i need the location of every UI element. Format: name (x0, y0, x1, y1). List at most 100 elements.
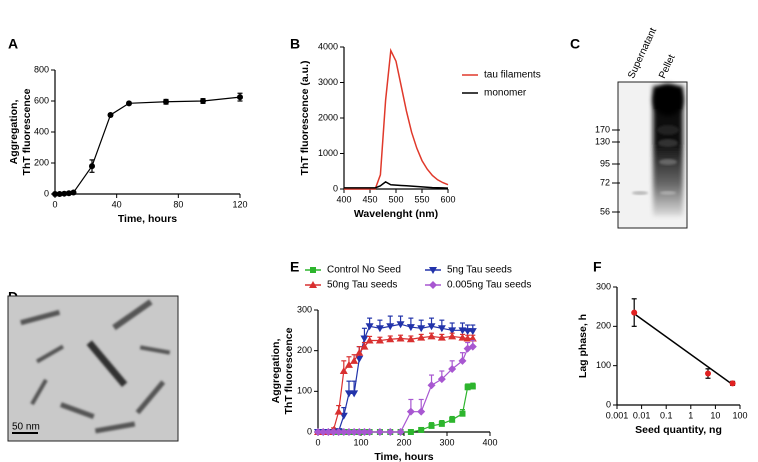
data-point (375, 428, 384, 436)
x-tick-label: 550 (414, 194, 429, 204)
series-line (318, 323, 473, 433)
legend-label: Control No Seed (327, 265, 401, 276)
x-tick-label: 300 (439, 437, 454, 447)
data-point (314, 428, 322, 436)
series-line (344, 181, 449, 189)
data-point (375, 325, 384, 333)
data-point (360, 335, 369, 343)
marker-ladder: 170 130 95 72 56 (595, 124, 620, 216)
x-axis-label: Seed quantity, ng (635, 424, 722, 436)
y-axis-label: ThT fluorescence (21, 88, 33, 175)
data-point (437, 333, 446, 341)
data-point (344, 390, 353, 398)
data-point (448, 327, 457, 335)
data-point (427, 323, 436, 331)
legend-label: monomer (484, 88, 527, 99)
data-point (458, 333, 467, 341)
panel-letter: E (290, 259, 299, 275)
y-tick-label: 0 (333, 183, 338, 193)
blot-band (657, 125, 679, 135)
data-point (406, 335, 415, 343)
x-tick-label: 400 (482, 437, 497, 447)
y-tick-label: 0 (44, 188, 49, 198)
y-tick-label: 200 (34, 157, 49, 167)
data-point (437, 325, 446, 333)
data-point (449, 416, 456, 423)
data-point (360, 342, 369, 350)
data-point (334, 407, 343, 415)
data-point (458, 356, 467, 365)
y-axis-label: ThT fluorescence (a.u.) (299, 61, 311, 176)
data-point (464, 384, 471, 391)
series-line (318, 335, 473, 433)
y-tick-label: 300 (596, 281, 611, 291)
scale-bar-label: 50 nm (12, 422, 40, 433)
blot-band (632, 191, 648, 195)
lane-label: Pellet (657, 53, 678, 81)
ladder-label: 95 (600, 158, 610, 168)
y-tick-label: 200 (297, 345, 312, 355)
data-point (468, 328, 477, 336)
legend-marker (310, 267, 316, 273)
legend-label: 5ng Tau seeds (447, 265, 512, 276)
data-point (448, 364, 457, 373)
data-point (329, 428, 338, 436)
data-point (339, 428, 348, 436)
data-point (463, 334, 472, 342)
x-axis-label: Time, hours (374, 451, 433, 462)
data-point (339, 367, 348, 374)
data-point (70, 189, 77, 196)
y-axis-label: ThT fluorescence (283, 327, 295, 414)
data-point (468, 342, 477, 351)
data-point (107, 111, 114, 118)
x-tick-label: 100 (732, 410, 747, 420)
blot-band (660, 191, 676, 195)
data-point (463, 328, 472, 336)
x-tick-label: 80 (173, 199, 183, 209)
series-line (344, 47, 449, 190)
data-point (448, 332, 457, 340)
legend-marker (309, 281, 317, 288)
y-tick-label: 600 (34, 95, 49, 105)
x-tick-label: 0 (52, 199, 57, 209)
data-point (438, 420, 445, 427)
legend-marker (429, 267, 437, 274)
panel-letter: A (8, 36, 18, 52)
series-line (55, 96, 241, 195)
data-point (396, 321, 405, 329)
panel-letter: F (593, 259, 602, 275)
data-point (163, 98, 169, 105)
x-tick-label: 1 (688, 410, 693, 420)
data-point (417, 325, 426, 333)
legend-label: tau filaments (484, 70, 541, 81)
y-tick-label: 300 (297, 304, 312, 314)
y-axis-label: Lag phase, h (577, 314, 589, 378)
x-tick-label: 450 (362, 194, 377, 204)
data-point (61, 190, 68, 197)
y-tick-label: 0 (307, 426, 312, 436)
data-point (344, 360, 353, 368)
x-tick-label: 0.01 (633, 410, 651, 420)
filaments (20, 299, 171, 434)
data-point (65, 190, 72, 197)
panel-letter: C (570, 36, 580, 52)
y-axis-label: Aggregation, (8, 100, 20, 165)
x-tick-label: 10 (710, 410, 720, 420)
x-tick-label: 0.1 (660, 410, 673, 420)
data-point (407, 429, 414, 435)
data-point (406, 407, 415, 416)
data-point (396, 428, 405, 436)
data-point (365, 323, 374, 331)
x-tick-label: 100 (353, 437, 368, 447)
lane-label: Supernatant (626, 26, 659, 80)
data-point (469, 383, 476, 390)
legend-label: 50ng Tau seeds (327, 280, 397, 291)
data-point (365, 336, 374, 344)
y-axis-label: Aggregation, (270, 339, 282, 404)
data-point (468, 334, 477, 342)
micrograph-panel: D 50 nm (7, 289, 179, 442)
y-tick-label: 800 (34, 64, 49, 74)
data-point (418, 426, 425, 433)
y-tick-label: 0 (606, 399, 611, 409)
